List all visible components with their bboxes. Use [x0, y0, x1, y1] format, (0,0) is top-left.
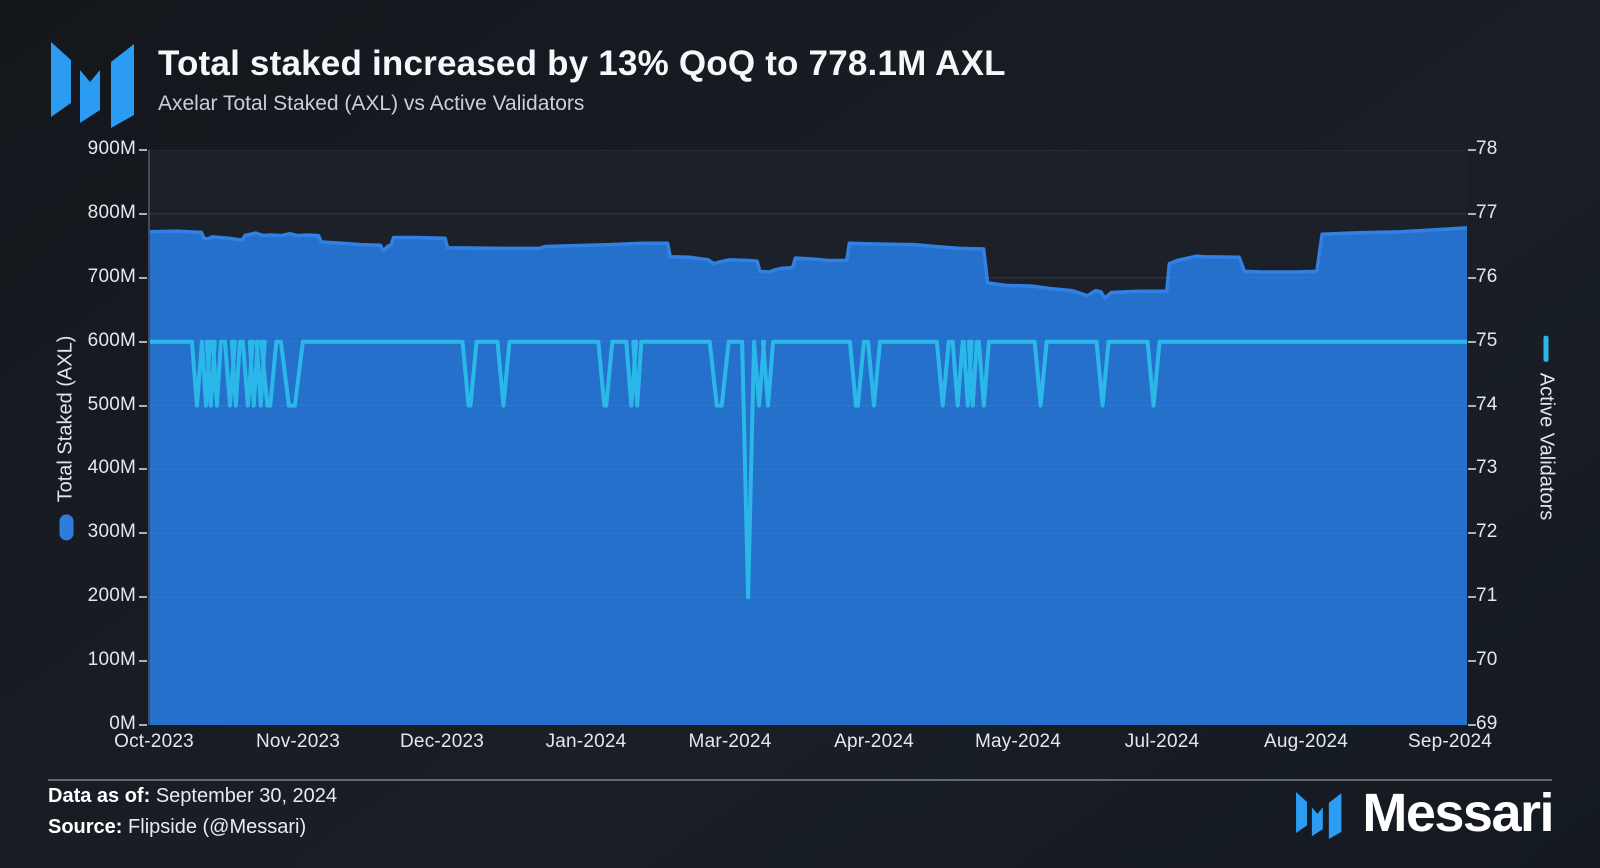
y-right-tick-mark [1468, 532, 1476, 535]
data-as-of-label: Data as of: [48, 785, 151, 807]
area-series-outline [150, 226, 1467, 300]
line-series-active-validators [150, 339, 1467, 600]
y-right-tick-label: 74 [1476, 393, 1498, 415]
y-right-tick-label: 73 [1476, 457, 1498, 479]
y-axis-right-title: Active Validators [1535, 335, 1558, 521]
y-left-tick-label: 0M [109, 713, 136, 734]
y-axis-right-title-label: Active Validators [1535, 372, 1558, 521]
y-right-tick-mark [1468, 660, 1476, 663]
source-value: Flipside (@Messari) [128, 816, 307, 838]
x-tick-label: Sep-2024 [1407, 731, 1493, 752]
y-axis-left-title-label: Total Staked (AXL) [54, 335, 77, 503]
y-right-tick-mark [1468, 212, 1476, 215]
y-right-tick-mark [1468, 724, 1476, 726]
y-left-tick-label: 100M [87, 649, 136, 671]
chart-plot-area [148, 150, 1467, 725]
y-right-tick-label: 70 [1476, 649, 1498, 671]
y-right-tick-mark [1468, 404, 1476, 407]
messari-logo-icon [51, 42, 134, 128]
y-right-tick-label: 77 [1476, 201, 1498, 223]
y-left-tick-mark [139, 340, 147, 343]
footer-divider [48, 779, 1552, 781]
y-right-tick-label: 71 [1476, 585, 1498, 607]
messari-footer-logo-icon [1296, 791, 1342, 839]
total-staked-legend-swatch-icon [59, 514, 73, 541]
x-tick-label: Mar-2024 [688, 731, 772, 752]
y-right-tick-mark [1468, 149, 1476, 151]
x-tick-label: Nov-2023 [256, 731, 340, 752]
y-left-tick-mark [139, 532, 147, 535]
source-line: Source: Flipside (@Messari) [48, 816, 306, 839]
y-right-tick-label: 78 [1476, 138, 1498, 159]
y-right-tick-mark [1468, 340, 1476, 343]
x-tick-label: Apr-2024 [834, 731, 914, 752]
y-left-tick-label: 700M [87, 265, 136, 287]
page-title: Total staked increased by 13% QoQ to 778… [158, 44, 1006, 83]
y-right-tick-label: 75 [1476, 329, 1498, 351]
x-tick-label: Jul-2024 [1124, 731, 1200, 752]
y-left-tick-mark [139, 660, 147, 663]
y-right-tick-mark [1468, 596, 1476, 599]
x-tick-label: Aug-2024 [1263, 731, 1349, 752]
y-left-tick-label: 900M [87, 138, 136, 159]
y-left-tick-label: 800M [87, 201, 136, 223]
y-right-tick-label: 72 [1476, 521, 1498, 543]
messari-wordmark: Messari [1362, 783, 1554, 843]
y-right-tick-mark [1468, 276, 1476, 279]
y-left-tick-mark [139, 212, 147, 215]
x-tick-label: May-2024 [974, 731, 1062, 752]
y-left-tick-mark [139, 276, 147, 279]
messari-brand-lockup: Messari [1296, 783, 1554, 843]
y-right-tick-label: 76 [1476, 265, 1498, 287]
y-left-tick-mark [139, 468, 147, 471]
y-left-tick-mark [139, 724, 147, 726]
y-left-tick-mark [139, 596, 147, 599]
y-left-tick-label: 200M [87, 585, 136, 607]
page-subtitle: Axelar Total Staked (AXL) vs Active Vali… [158, 92, 585, 115]
y-right-tick-label: 69 [1476, 713, 1498, 734]
data-as-of-value: September 30, 2024 [155, 785, 338, 807]
data-as-of-line: Data as of: September 30, 2024 [48, 785, 337, 808]
x-tick-label: Dec-2023 [400, 731, 484, 752]
x-tick-label: Oct-2023 [114, 731, 194, 752]
y-left-tick-label: 300M [87, 521, 136, 543]
y-axis-left-title: Total Staked (AXL) [55, 336, 78, 541]
chart-svg [150, 150, 1467, 725]
active-validators-legend-line-icon [1543, 335, 1549, 362]
y-left-tick-label: 600M [87, 329, 136, 351]
y-right-tick-mark [1468, 468, 1476, 471]
x-tick-label: Jan-2024 [545, 731, 627, 752]
source-label: Source: [48, 816, 123, 838]
y-left-tick-mark [139, 149, 147, 151]
area-series-total-staked [150, 227, 1467, 725]
y-left-tick-label: 400M [87, 457, 136, 479]
y-left-tick-label: 500M [87, 393, 136, 415]
y-left-tick-mark [139, 404, 147, 407]
